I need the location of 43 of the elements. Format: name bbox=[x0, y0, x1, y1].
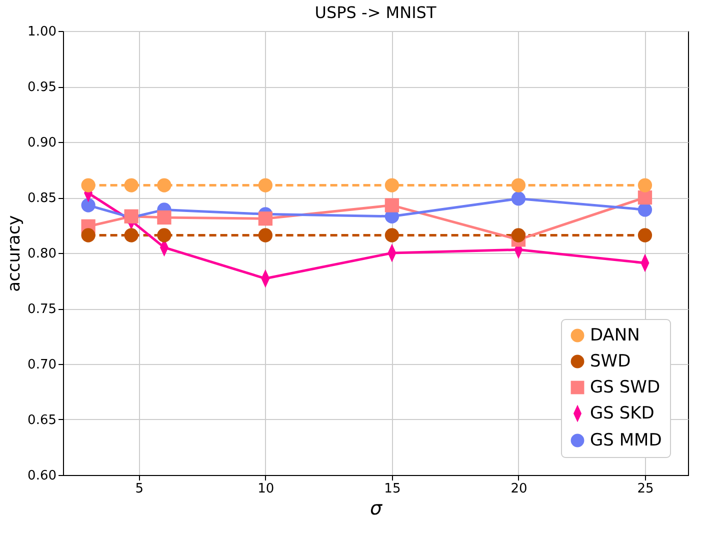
point bbox=[511, 228, 526, 242]
x-tick-label: 5 bbox=[135, 482, 144, 496]
x-tick-label: 10 bbox=[258, 482, 274, 496]
x-axis-title: σ bbox=[370, 498, 383, 520]
y-tick-label: 0.75 bbox=[28, 302, 56, 317]
y-tick-label: 0.60 bbox=[28, 468, 56, 484]
point bbox=[258, 212, 272, 226]
point bbox=[81, 178, 96, 192]
point bbox=[258, 178, 272, 192]
point bbox=[638, 228, 652, 242]
legend-label: GS MMD bbox=[590, 430, 662, 450]
point bbox=[638, 190, 652, 205]
y-tick-label: 0.80 bbox=[28, 246, 56, 262]
y-tick-label: 0.85 bbox=[28, 191, 56, 206]
y-tick-label: 0.95 bbox=[28, 80, 56, 95]
x-tick-label: 25 bbox=[637, 482, 654, 496]
point bbox=[384, 178, 400, 192]
point bbox=[638, 202, 652, 217]
y-tick-label: 1.00 bbox=[28, 24, 56, 40]
legend-label: DANN bbox=[590, 326, 640, 346]
point bbox=[638, 178, 652, 192]
point bbox=[157, 210, 172, 225]
chart-title: USPS -> MNIST bbox=[314, 3, 436, 22]
point bbox=[258, 228, 272, 242]
legend-label: GS SKD bbox=[590, 404, 654, 424]
point bbox=[124, 228, 138, 242]
x-tick-label: 15 bbox=[384, 482, 401, 496]
y-tick-label: 0.65 bbox=[28, 413, 56, 428]
point bbox=[511, 192, 526, 206]
legend-label: GS SWD bbox=[590, 378, 660, 398]
point bbox=[157, 228, 172, 242]
legend-label: SWD bbox=[590, 352, 631, 372]
y-tick-label: 0.90 bbox=[28, 136, 56, 150]
y-tick-label: 0.70 bbox=[28, 358, 56, 372]
point bbox=[81, 228, 96, 242]
point bbox=[384, 198, 400, 212]
point bbox=[124, 178, 138, 192]
y-axis-title: accuracy bbox=[4, 215, 25, 292]
point bbox=[511, 178, 526, 192]
point bbox=[384, 228, 400, 242]
point bbox=[157, 178, 172, 192]
x-tick-label: 20 bbox=[510, 482, 528, 496]
point bbox=[81, 198, 96, 212]
